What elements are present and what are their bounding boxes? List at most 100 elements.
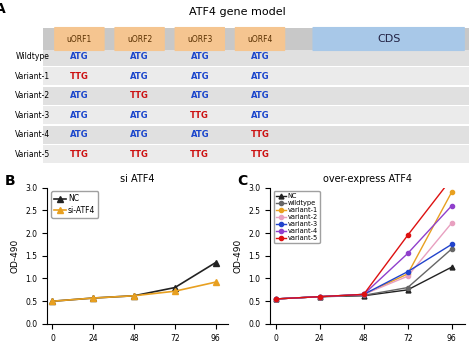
variant-5: [317, 295, 322, 299]
si-ATF4: [213, 280, 219, 284]
FancyBboxPatch shape: [114, 27, 165, 51]
NC: [131, 294, 137, 298]
variant-4: [405, 251, 410, 255]
variant-1: [317, 295, 322, 299]
Text: ATG: ATG: [70, 130, 89, 139]
variant-4: [449, 204, 455, 208]
wildtype: [449, 247, 455, 251]
Text: ATG: ATG: [130, 52, 149, 61]
Title: over-express ATF4: over-express ATF4: [323, 174, 412, 184]
Legend: NC, wildtype, variant-1, variant-2, variant-3, variant-4, variant-5: NC, wildtype, variant-1, variant-2, vari…: [273, 191, 320, 243]
Text: B: B: [5, 174, 15, 188]
si-ATF4: [91, 296, 96, 300]
Bar: [43, 126, 469, 144]
si-ATF4: [172, 289, 178, 293]
variant-2: [273, 297, 279, 301]
Legend: NC, si-ATF4: NC, si-ATF4: [51, 191, 99, 218]
NC: [213, 261, 219, 265]
Line: variant-5: variant-5: [273, 176, 454, 301]
variant-3: [405, 270, 410, 274]
variant-1: [273, 297, 279, 301]
Text: ATG: ATG: [70, 111, 89, 120]
Text: ATG: ATG: [130, 130, 149, 139]
Text: TTG: TTG: [130, 150, 149, 159]
Bar: [43, 48, 469, 65]
Text: Variant-3: Variant-3: [15, 111, 50, 120]
NC: [172, 285, 178, 290]
variant-3: [449, 242, 455, 247]
variant-5: [449, 176, 455, 180]
Text: TTG: TTG: [70, 150, 89, 159]
Text: Variant-4: Variant-4: [15, 130, 50, 139]
Text: ATG: ATG: [191, 72, 209, 81]
NC: [361, 294, 366, 298]
wildtype: [405, 285, 410, 290]
variant-5: [273, 297, 279, 301]
Y-axis label: OD-490: OD-490: [234, 239, 243, 273]
Text: TTG: TTG: [130, 91, 149, 100]
Line: variant-3: variant-3: [273, 242, 454, 301]
Text: TTG: TTG: [251, 130, 269, 139]
NC: [50, 299, 55, 303]
Line: variant-4: variant-4: [273, 204, 454, 301]
Text: Wildtype: Wildtype: [16, 52, 50, 61]
variant-2: [317, 295, 322, 299]
Text: CDS: CDS: [377, 34, 401, 44]
Text: ATG: ATG: [130, 72, 149, 81]
NC: [273, 297, 279, 301]
Y-axis label: OD-490: OD-490: [11, 239, 20, 273]
variant-2: [361, 292, 366, 296]
Bar: [43, 106, 469, 124]
Text: ATG: ATG: [191, 130, 209, 139]
FancyBboxPatch shape: [235, 27, 285, 51]
si-ATF4: [50, 299, 55, 303]
Text: TTG: TTG: [191, 111, 209, 120]
Text: uORF2: uORF2: [127, 34, 152, 44]
NC: [405, 288, 410, 292]
FancyBboxPatch shape: [174, 27, 225, 51]
variant-3: [361, 292, 366, 296]
wildtype: [317, 295, 322, 299]
Text: ATG: ATG: [251, 91, 269, 100]
variant-2: [449, 221, 455, 225]
variant-4: [361, 292, 366, 296]
Text: ATG: ATG: [251, 72, 269, 81]
Text: ATG: ATG: [130, 111, 149, 120]
Text: Variant-1: Variant-1: [15, 72, 50, 81]
Bar: [43, 87, 469, 105]
Text: uORF4: uORF4: [247, 34, 273, 44]
Text: TTG: TTG: [191, 150, 209, 159]
Title: si ATF4: si ATF4: [120, 174, 155, 184]
variant-1: [405, 272, 410, 276]
Text: ATG: ATG: [70, 91, 89, 100]
Bar: [43, 28, 469, 50]
variant-2: [405, 274, 410, 278]
Line: variant-1: variant-1: [273, 190, 454, 301]
Line: wildtype: wildtype: [273, 247, 454, 301]
Line: NC: NC: [273, 265, 454, 301]
Line: NC: NC: [50, 260, 219, 304]
FancyBboxPatch shape: [312, 27, 465, 51]
Text: A: A: [0, 2, 6, 16]
Text: ATG: ATG: [251, 111, 269, 120]
Text: ATG: ATG: [191, 91, 209, 100]
Bar: [43, 145, 469, 163]
NC: [317, 295, 322, 299]
Text: ATG: ATG: [191, 52, 209, 61]
wildtype: [361, 293, 366, 297]
Text: ATG: ATG: [251, 52, 269, 61]
variant-5: [361, 292, 366, 296]
variant-1: [449, 190, 455, 194]
variant-3: [317, 295, 322, 299]
variant-5: [405, 233, 410, 237]
FancyBboxPatch shape: [54, 27, 105, 51]
Line: variant-2: variant-2: [273, 221, 454, 301]
Text: TTG: TTG: [70, 72, 89, 81]
Text: uORF1: uORF1: [67, 34, 92, 44]
NC: [91, 296, 96, 300]
variant-3: [273, 297, 279, 301]
variant-1: [361, 292, 366, 296]
Text: uORF3: uORF3: [187, 34, 212, 44]
NC: [449, 265, 455, 269]
Text: TTG: TTG: [251, 150, 269, 159]
